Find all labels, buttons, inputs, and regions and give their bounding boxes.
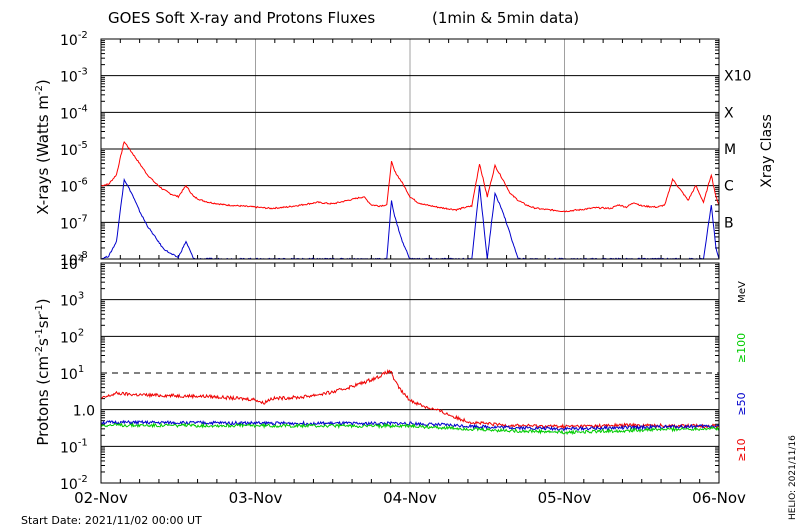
y-tick-label: 10-4 (60, 103, 88, 122)
xray-class-label: X10 (724, 69, 751, 85)
proton-panel: 104 103 102 101 1.0 10-1 10-2 (60, 254, 720, 493)
x-tick-label: 03-Nov (229, 489, 283, 507)
y-tick-label: 10-1 (60, 437, 88, 456)
energy-label: ≥50 (735, 392, 748, 415)
chart-subtitle: (1min & 5min data) (432, 9, 579, 27)
y-tick-label: 1.0 (73, 404, 95, 420)
y-tick-label: 10-3 (60, 67, 88, 86)
y-tick-label: 104 (60, 254, 84, 273)
x-tick-label: 02-Nov (74, 489, 128, 507)
proton-ylabel: Protons (cm-2s-1sr-1) (34, 298, 52, 445)
chart-title: GOES Soft X-ray and Protons Fluxes (108, 9, 375, 27)
proton-series-≥50 (100, 419, 720, 432)
y-tick-label: 103 (60, 291, 84, 310)
start-date: Start Date: 2021/11/02 00:00 UT (21, 514, 202, 527)
xray-class-label: B (724, 215, 734, 231)
x-tick-label: 04-Nov (383, 489, 437, 507)
xray-class-label: X (724, 105, 734, 121)
x-tick-label: 05-Nov (538, 489, 592, 507)
y-tick-label: 10-2 (60, 474, 88, 493)
panel-frame (100, 38, 720, 260)
y-tick-label: 10-7 (60, 213, 88, 232)
y-tick-label: 10-2 (60, 30, 88, 49)
energy-label: ≥10 (735, 438, 748, 461)
energy-label: ≥100 (735, 333, 748, 363)
y-tick-label: 102 (60, 327, 84, 346)
y-tick-label: 10-6 (60, 177, 88, 196)
helio-credit: HELIO: 2021/11/16 (788, 435, 798, 520)
xray-series-0 (100, 141, 720, 213)
xray-ylabel: X-rays (Watts m-2) (34, 79, 52, 214)
y-tick-label: 101 (60, 364, 84, 383)
x-tick-label: 06-Nov (692, 489, 746, 507)
xray-class-axis-label: Xray Class (759, 114, 775, 188)
y-tick-label: 10-5 (60, 140, 88, 159)
proton-series-≥10 (100, 369, 720, 430)
xray-panel: 10-2 10-3 10-4 10-5 10-6 10-7 10-8 (60, 30, 720, 269)
energy-unit-label: MeV (737, 281, 748, 303)
xray-class-label: C (724, 179, 734, 195)
y-tick-label: 10-8 (60, 250, 88, 269)
proton-series-≥100 (100, 422, 720, 436)
xray-class-label: M (724, 142, 736, 158)
panel-frame (100, 262, 720, 484)
